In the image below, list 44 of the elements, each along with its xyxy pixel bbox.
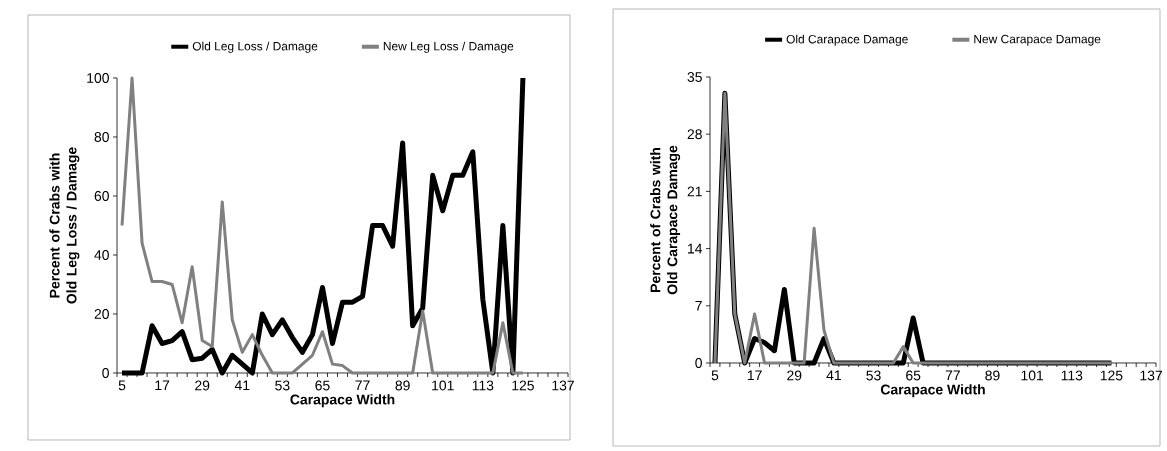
x-tick-label: 5 [711, 370, 719, 381]
y-tick-label: 80 [94, 132, 109, 142]
x-tick-label: 113 [1061, 370, 1083, 381]
y-tick-label: 7 [695, 300, 702, 311]
legend-label: New Carapace Damage [974, 34, 1101, 46]
x-tick-label: 29 [195, 380, 210, 391]
x-axis-title: Carapace Width [290, 394, 395, 408]
x-tick-label: 41 [234, 380, 250, 391]
x-tick-label: 17 [155, 380, 170, 391]
x-tick-label: 125 [1100, 370, 1123, 381]
x-tick-label: 101 [432, 380, 454, 391]
x-tick-label: 89 [395, 380, 410, 391]
y-tick-label: 100 [87, 73, 109, 83]
y-tick-label: 0 [102, 368, 109, 378]
x-tick-label: 29 [787, 370, 802, 381]
x-tick-label: 125 [512, 380, 534, 391]
legend-label: New Leg Loss / Damage [383, 41, 514, 53]
x-tick-label: 65 [906, 370, 921, 381]
x-tick-label: 137 [1140, 370, 1162, 381]
y-tick-label: 0 [695, 358, 702, 368]
y-tick-label: 14 [688, 243, 703, 254]
x-tick-label: 101 [1021, 370, 1044, 381]
x-tick-label: 65 [315, 380, 330, 391]
x-tick-label: 5 [118, 380, 126, 391]
x-tick-label: 17 [747, 370, 762, 381]
x-tick-label: 89 [985, 370, 1000, 381]
y-tick-label: 20 [94, 309, 109, 319]
y-tick-label: 40 [94, 250, 109, 260]
x-tick-label: 77 [945, 370, 960, 381]
y-tick-label: 28 [687, 129, 702, 140]
y-axis-title: Percent of Crabs with Old Carapace Damage [650, 145, 681, 295]
y-tick-label: 35 [687, 72, 702, 82]
y-tick-label: 60 [94, 191, 109, 201]
y-tick-label: 21 [687, 186, 702, 197]
x-tick-label: 41 [826, 370, 841, 381]
x-tick-label: 53 [275, 380, 290, 391]
x-tick-label: 53 [866, 370, 881, 381]
x-tick-label: 137 [552, 380, 574, 391]
y-axis-title: Percent of Crabs with Old Leg Loss / Damage [49, 147, 80, 304]
x-tick-label: 77 [355, 380, 370, 391]
legend-label: Old Leg Loss / Damage [192, 41, 318, 53]
x-axis-title: Carapace Width [880, 384, 985, 398]
x-tick-label: 113 [472, 380, 494, 391]
legend-label: Old Carapace Damage [786, 34, 908, 46]
